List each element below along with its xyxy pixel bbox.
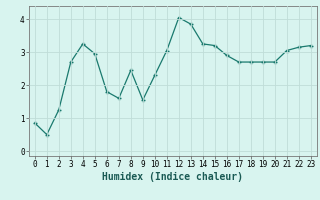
X-axis label: Humidex (Indice chaleur): Humidex (Indice chaleur)	[102, 172, 243, 182]
